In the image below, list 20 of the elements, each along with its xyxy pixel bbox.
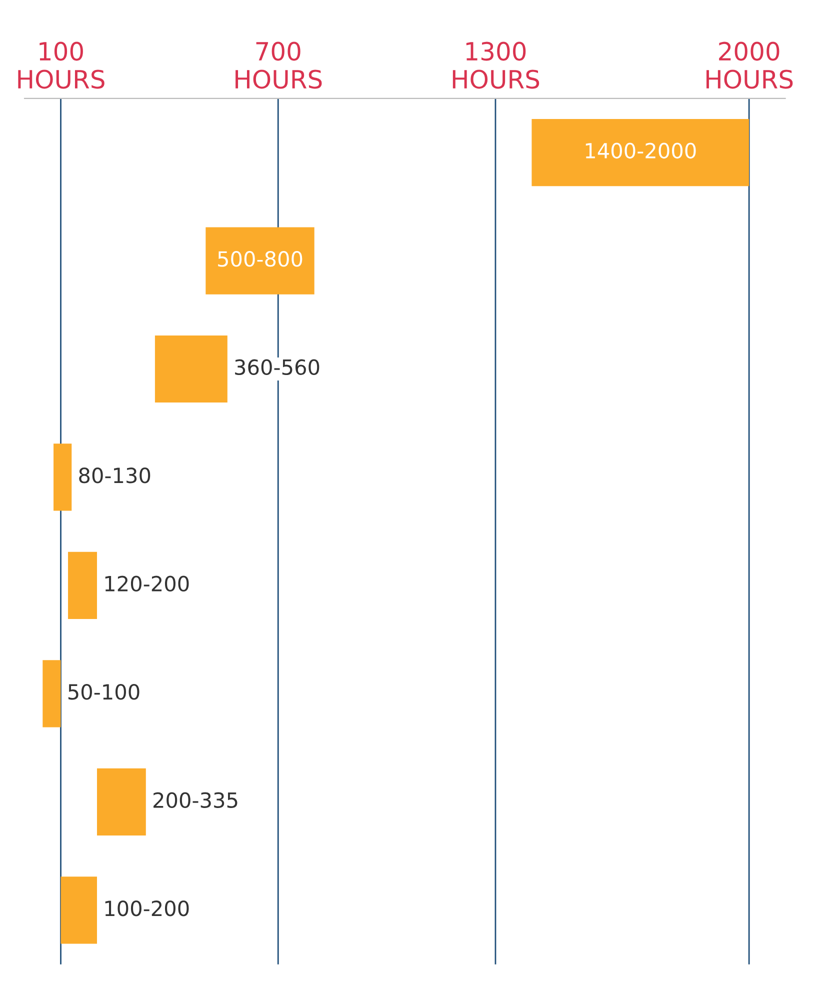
bar [532, 118, 750, 186]
data-label: 80-130 [79, 468, 150, 484]
data-label: 360-560 [235, 359, 320, 376]
bar [154, 335, 228, 403]
data-label: 100-200 [105, 900, 189, 916]
x-tick-label: 100 HOURS [18, 42, 104, 89]
data-label: 120-200 [105, 576, 189, 592]
x-tick-label: 700 HOURS [236, 42, 322, 89]
bar [68, 552, 97, 620]
bar [60, 876, 97, 944]
x-tick-label: 1300 HOURS [452, 42, 540, 89]
data-label: 1400-2000 [586, 142, 696, 159]
bar [42, 660, 61, 728]
bar [96, 768, 146, 836]
data-label: 50-100 [68, 684, 140, 700]
data-label: 500-800 [218, 251, 302, 267]
bar [206, 227, 314, 294]
data-label: 200-335 [154, 792, 238, 808]
x-tick-label: 2000 HOURS [706, 42, 793, 89]
bar [54, 444, 72, 511]
